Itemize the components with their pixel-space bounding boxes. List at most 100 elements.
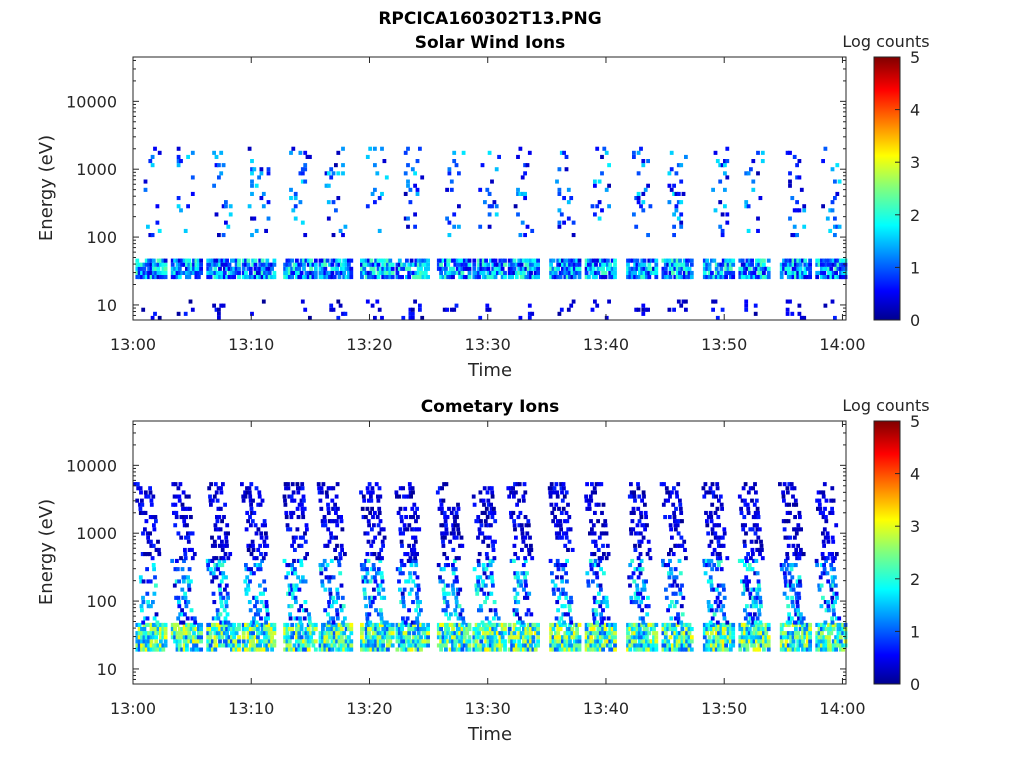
heatmap-cell [684, 556, 688, 561]
heatmap-cell [680, 275, 685, 280]
heatmap-cell [682, 647, 687, 652]
heatmap-cell [687, 275, 692, 280]
heatmap-cell [270, 647, 274, 652]
heatmap-cell [606, 635, 610, 640]
heatmap-cell [595, 146, 600, 151]
heatmap-cell [719, 266, 724, 271]
heatmap-cell [412, 643, 416, 648]
heatmap-cell [479, 647, 484, 652]
heatmap-cell [318, 643, 323, 648]
heatmap-cell [217, 558, 222, 563]
heatmap-cell [313, 627, 318, 632]
heatmap-cell [712, 635, 717, 640]
heatmap-cell [512, 262, 517, 267]
heatmap-cell [663, 498, 668, 503]
heatmap-cell [292, 583, 297, 588]
heatmap-cell [797, 595, 802, 600]
heatmap-cell [548, 494, 553, 499]
heatmap-cell [483, 510, 487, 515]
heatmap-cell [490, 575, 494, 580]
heatmap-cell [250, 179, 254, 184]
heatmap-cell [714, 494, 718, 499]
heatmap-cell [440, 579, 445, 584]
heatmap-cell [687, 270, 692, 275]
heatmap-cell [331, 200, 336, 205]
heatmap-cell [722, 587, 726, 592]
heatmap-cell [304, 270, 309, 275]
heatmap-cell [263, 587, 267, 592]
heatmap-cell [451, 258, 455, 263]
heatmap-cell [222, 643, 227, 648]
heatmap-cell [256, 635, 260, 640]
heatmap-cell [283, 482, 288, 487]
heatmap-cell [591, 539, 595, 544]
heatmap-cell [478, 490, 483, 495]
heatmap-cell [640, 523, 645, 528]
heatmap-cell [367, 627, 371, 632]
heatmap-cell [784, 262, 789, 267]
heatmap-cell [376, 612, 381, 617]
heatmap-cell [531, 275, 536, 280]
heatmap-cell [265, 627, 270, 632]
heatmap-cell [757, 583, 761, 588]
heatmap-cell [817, 622, 822, 627]
heatmap-cell [836, 639, 841, 644]
heatmap-cell [484, 275, 488, 280]
heatmap-cell [668, 262, 673, 267]
heatmap-cell [642, 494, 646, 499]
heatmap-cell [402, 262, 407, 267]
heatmap-cell [759, 539, 763, 544]
heatmap-cell [759, 262, 764, 267]
heatmap-cell [549, 270, 553, 275]
heatmap-cell [828, 228, 833, 233]
heatmap-cell [439, 275, 443, 280]
heatmap-cell [154, 519, 158, 524]
heatmap-cell [185, 262, 189, 267]
heatmap-cell [785, 535, 790, 540]
heatmap-cell [753, 311, 758, 316]
heatmap-cell [256, 612, 261, 617]
heatmap-cell [565, 579, 569, 584]
heatmap-cell [284, 575, 289, 580]
heatmap-cell [563, 622, 568, 627]
heatmap-cell [404, 515, 408, 520]
heatmap-cell [251, 647, 255, 652]
heatmap-cell [272, 622, 277, 627]
heatmap-cell [794, 635, 798, 640]
heatmap-cell [477, 622, 481, 627]
heatmap-cell [591, 266, 596, 271]
heatmap-cell [750, 262, 754, 267]
heatmap-cell [608, 262, 613, 267]
heatmap-cell [503, 258, 507, 263]
heatmap-cell [719, 270, 724, 275]
heatmap-cell [503, 627, 507, 632]
heatmap-cell [232, 266, 237, 271]
heatmap-cell [347, 627, 351, 632]
heatmap-cell [633, 631, 637, 636]
heatmap-cell [441, 643, 446, 648]
heatmap-cell [523, 490, 528, 495]
heatmap-cell [707, 543, 712, 548]
heatmap-cell [250, 159, 254, 164]
heatmap-cell [536, 262, 540, 267]
heatmap-cell [213, 543, 218, 548]
heatmap-cell [258, 275, 263, 280]
heatmap-cell [817, 627, 822, 632]
heatmap-cell [823, 571, 827, 576]
heatmap-cell [419, 266, 423, 271]
heatmap-cell [529, 635, 533, 640]
heatmap-cell [557, 167, 562, 172]
heatmap-cell [496, 631, 500, 636]
heatmap-cell [557, 311, 562, 316]
heatmap-cell [640, 608, 644, 613]
heatmap-cell [452, 307, 457, 312]
heatmap-cell [682, 639, 687, 644]
heatmap-cell [492, 200, 497, 205]
heatmap-cell [645, 612, 650, 617]
heatmap-cell [553, 266, 558, 271]
heatmap-cell [304, 523, 309, 528]
heatmap-cell [564, 595, 569, 600]
heatmap-cell [272, 270, 277, 275]
heatmap-cell [723, 171, 727, 176]
heatmap-cell [791, 583, 796, 588]
